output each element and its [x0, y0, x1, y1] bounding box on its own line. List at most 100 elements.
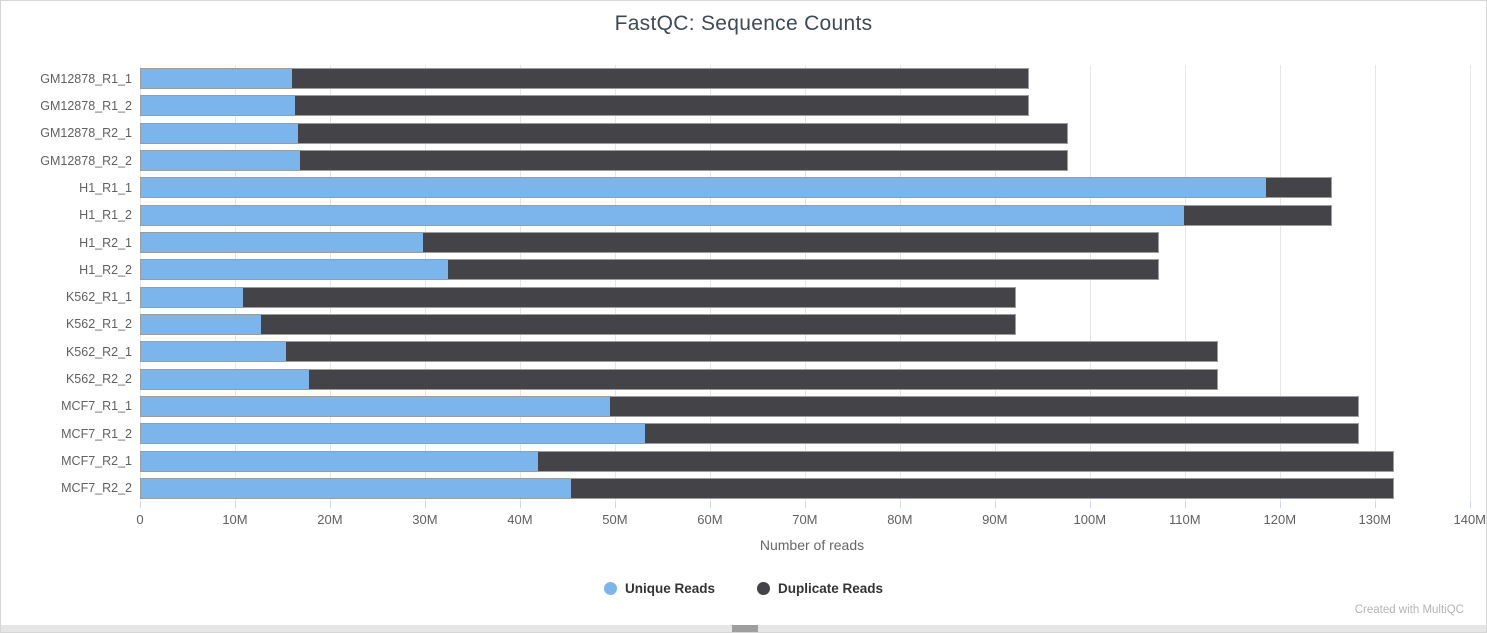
bar-rows	[140, 65, 1484, 502]
bar-segment-duplicate-reads[interactable]	[243, 287, 1015, 307]
stacked-bar[interactable]	[140, 232, 1160, 254]
stacked-bar[interactable]	[140, 477, 1394, 499]
y-category-label: MCF7_R1_1	[61, 399, 132, 414]
bar-row	[140, 229, 1484, 256]
gridline	[1469, 65, 1471, 502]
y-category-label: K562_R1_1	[65, 290, 132, 305]
x-tick-label: 120M	[1263, 512, 1297, 527]
bar-segment-duplicate-reads[interactable]	[422, 233, 1159, 253]
bar-segment-unique-reads[interactable]	[141, 314, 262, 334]
x-tick-label: 10M	[222, 512, 248, 527]
stacked-bar[interactable]	[140, 204, 1333, 226]
y-category-label: K562_R1_2	[65, 317, 132, 332]
bar-segment-unique-reads[interactable]	[141, 478, 571, 498]
stacked-bar[interactable]	[140, 286, 1016, 308]
bar-segment-unique-reads[interactable]	[141, 233, 423, 253]
x-tick-mark	[994, 502, 996, 508]
y-category-label: GM12878_R2_2	[40, 153, 132, 168]
bar-segment-duplicate-reads[interactable]	[298, 123, 1067, 143]
x-axis-title: Number of reads	[759, 537, 865, 553]
x-tick-mark	[1089, 502, 1091, 508]
bar-segment-unique-reads[interactable]	[141, 151, 301, 171]
x-tick-mark	[614, 502, 616, 508]
bar-segment-unique-reads[interactable]	[141, 96, 296, 116]
gridline	[1374, 65, 1376, 502]
x-tick-label: 100M	[1073, 512, 1107, 527]
bar-segment-duplicate-reads[interactable]	[610, 396, 1358, 416]
stacked-bar[interactable]	[140, 150, 1068, 172]
y-axis-category-labels: GM12878_R1_1 GM12878_R1_2 GM12878_R2_1 GM12…	[1, 65, 132, 502]
bar-segment-unique-reads[interactable]	[141, 69, 292, 89]
bar-segment-duplicate-reads[interactable]	[1184, 205, 1332, 225]
stacked-bar[interactable]	[140, 423, 1359, 445]
legend-label: Unique Reads	[624, 581, 715, 596]
y-category-label: K562_R2_1	[65, 344, 132, 359]
bar-segment-duplicate-reads[interactable]	[295, 96, 1029, 116]
bar-segment-duplicate-reads[interactable]	[291, 69, 1029, 89]
stacked-bar[interactable]	[140, 177, 1333, 199]
stacked-bar[interactable]	[140, 450, 1394, 472]
stacked-bar[interactable]	[140, 95, 1030, 117]
bar-segment-unique-reads[interactable]	[141, 342, 287, 362]
gridline	[1184, 65, 1186, 502]
stacked-bar[interactable]	[140, 395, 1359, 417]
bar-segment-unique-reads[interactable]	[141, 396, 611, 416]
bar-row	[140, 120, 1484, 147]
bar-row	[140, 420, 1484, 447]
x-tick-mark	[140, 502, 141, 508]
bar-row	[140, 174, 1484, 201]
stacked-bar[interactable]	[140, 68, 1030, 90]
bar-segment-duplicate-reads[interactable]	[570, 478, 1393, 498]
horizontal-scrollbar-thumb[interactable]	[732, 625, 758, 632]
y-category-label: GM12878_R2_1	[40, 126, 132, 141]
bar-segment-unique-reads[interactable]	[141, 369, 309, 389]
stacked-bar[interactable]	[140, 122, 1068, 144]
bar-segment-unique-reads[interactable]	[141, 451, 539, 471]
stacked-bar[interactable]	[140, 259, 1160, 281]
x-tick-mark	[519, 502, 521, 508]
gridline	[424, 65, 426, 502]
bar-row	[140, 447, 1484, 474]
bar-segment-duplicate-reads[interactable]	[300, 151, 1067, 171]
bar-segment-duplicate-reads[interactable]	[645, 424, 1358, 444]
y-category-label: MCF7_R2_2	[61, 481, 132, 496]
bar-segment-duplicate-reads[interactable]	[308, 369, 1218, 389]
legend-label: Duplicate Reads	[777, 581, 884, 596]
gridline	[614, 65, 616, 502]
bar-segment-unique-reads[interactable]	[141, 123, 299, 143]
legend: Unique Reads Duplicate Reads	[1, 581, 1486, 596]
x-tick-label: 70M	[792, 512, 818, 527]
bar-segment-duplicate-reads[interactable]	[448, 260, 1159, 280]
bar-row	[140, 475, 1484, 502]
gridline	[140, 65, 141, 502]
stacked-bar[interactable]	[140, 341, 1219, 363]
horizontal-scrollbar-track[interactable]	[1, 625, 1486, 632]
bar-segment-unique-reads[interactable]	[141, 424, 646, 444]
bar-segment-unique-reads[interactable]	[141, 205, 1185, 225]
x-tick-label: 40M	[507, 512, 533, 527]
x-tick-mark	[329, 502, 331, 508]
legend-item-unique-reads[interactable]: Unique Reads	[603, 581, 715, 596]
y-category-label: H1_R1_1	[79, 180, 132, 195]
gridline	[994, 65, 996, 502]
bar-segment-duplicate-reads[interactable]	[261, 314, 1015, 334]
legend-item-duplicate-reads[interactable]: Duplicate Reads	[756, 581, 884, 596]
bar-row	[140, 202, 1484, 229]
bar-segment-duplicate-reads[interactable]	[286, 342, 1218, 362]
stacked-bar[interactable]	[140, 368, 1219, 390]
bar-segment-duplicate-reads[interactable]	[538, 451, 1393, 471]
bar-segment-duplicate-reads[interactable]	[1265, 178, 1332, 198]
x-tick-label: 130M	[1358, 512, 1392, 527]
x-tick-label: 50M	[602, 512, 628, 527]
unique-reads-marker-icon	[603, 582, 617, 595]
bar-segment-unique-reads[interactable]	[141, 287, 244, 307]
x-tick-label: 0	[136, 512, 144, 527]
bar-segment-unique-reads[interactable]	[141, 260, 449, 280]
stacked-bar[interactable]	[140, 313, 1016, 335]
x-tick-mark	[1469, 502, 1471, 508]
bar-segment-unique-reads[interactable]	[141, 178, 1266, 198]
gridline	[1279, 65, 1281, 502]
y-category-label: K562_R2_2	[65, 372, 132, 387]
y-category-label: MCF7_R1_2	[61, 426, 132, 441]
